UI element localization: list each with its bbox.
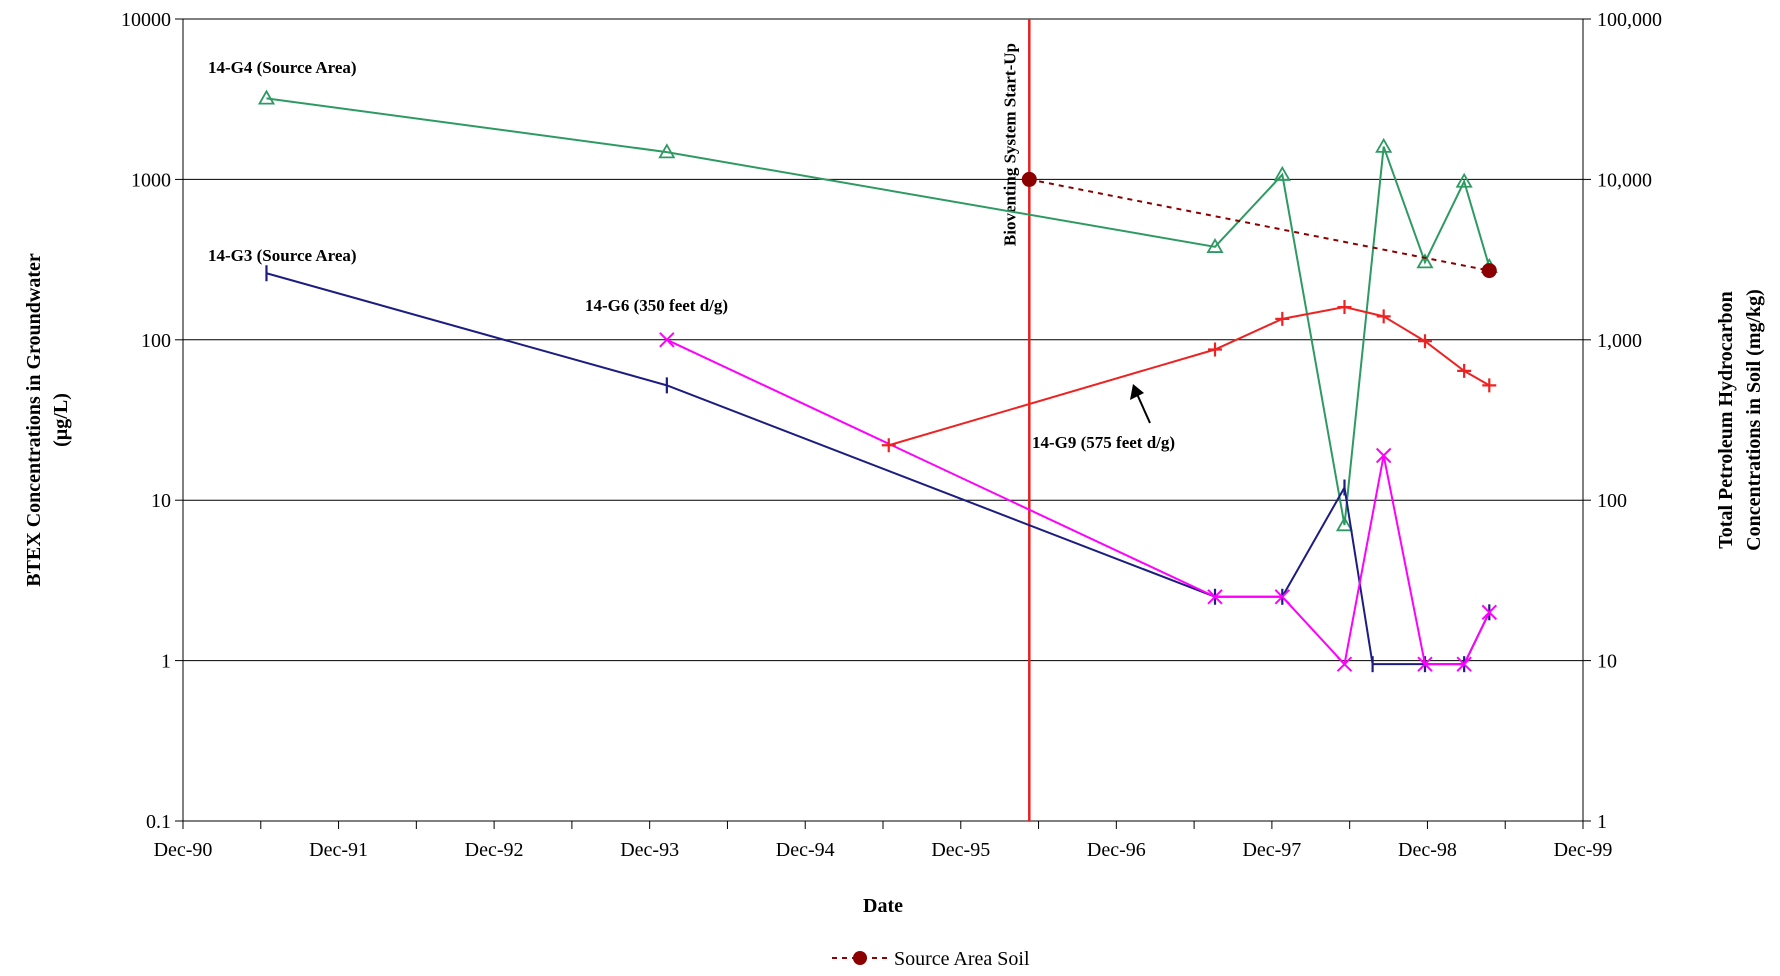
data-point-plus [1208,342,1222,357]
data-point-x [1417,656,1433,672]
data-point-triangle [1455,172,1473,188]
x-tick-label: Dec-98 [1398,839,1457,861]
label-layer: 14-G4 (Source Area) 14-G3 (Source Area) 14… [208,58,1175,452]
series-14-g6-350-feet-d-g- [659,332,1498,672]
data-point-plus [1337,300,1352,315]
data-point-triangle [257,89,276,105]
data-point-x [1274,589,1291,605]
series-14-g4-source-area- [257,89,1498,532]
label-14-g9: 14-G9 (575 feet d/g) [1032,433,1175,452]
right-tick-label: 100,000 [1597,9,1662,31]
y-left-axis-title-line1: BTEX Concentrations in Groundwater [23,253,45,587]
data-point-plus [1376,309,1391,324]
legend: Source Area Soil [832,948,1030,970]
left-tick-label: 100 [141,330,171,352]
y-right-axis-title-line2: Concentrations in Soil (mg/kg) [1743,289,1765,551]
data-point-triangle [1416,253,1434,269]
left-tick-label: 10 [151,490,171,512]
left-tick-label: 0.1 [146,811,171,833]
data-point-triangle [658,143,676,159]
left-tick-label: 10000 [121,9,171,31]
data-point-x [1207,589,1223,605]
data-point-plus [881,438,896,453]
data-point-plus [1417,334,1432,349]
grid-layer [183,178,1583,662]
left-tick-label: 1000 [131,169,171,191]
data-point-triangle [1375,137,1393,153]
series-line [666,338,1491,667]
series-source-area-soil [1021,171,1497,279]
bioventing-startup-label: Bioventing System Start-Up [1000,43,1019,246]
axis-layer: 0.1 1 1 10 10 100 100 1,000 1000 10,000 10000 100,0… [23,9,1765,917]
data-point-x [1481,604,1498,621]
x-tick-label: Dec-99 [1554,839,1613,861]
legend-label: Source Area Soil [894,948,1030,970]
x-tick-label: Dec-91 [309,839,368,861]
right-tick-label: 10,000 [1597,169,1652,191]
label-14-g3: 14-G3 (Source Area) [208,246,357,265]
right-tick-label: 1,000 [1597,330,1642,352]
x-tick-label: Dec-90 [154,839,213,861]
series-layer [257,89,1498,673]
label-14-g9-arrowhead [1130,384,1144,400]
label-14-g6: 14-G6 (350 feet d/g) [585,296,728,315]
x-axis-title: Date [863,895,903,917]
data-point-x [1456,656,1472,672]
data-point-plus [1275,311,1290,326]
right-tick-label: 10 [1597,651,1617,673]
data-point-dot [1021,171,1037,187]
x-tick-label: Dec-93 [620,839,679,861]
x-tick-label: Dec-96 [1087,839,1146,861]
x-tick-label: Dec-92 [465,839,524,861]
right-tick-label: 100 [1597,490,1627,512]
data-point-triangle [1206,237,1224,253]
series-14-g9-575-feet-d-g- [881,300,1497,453]
series-line [888,306,1490,447]
right-tick-label: 1 [1597,811,1607,833]
x-tick-label: Dec-94 [776,839,835,861]
series-line [1029,178,1490,272]
data-point-triangle [1335,516,1354,532]
y-left-axis-title-line2: (µg/L) [50,393,72,447]
legend-marker [853,951,867,965]
left-tick-label: 1 [161,651,171,673]
data-point-dot [1481,263,1497,279]
x-tick-label: Dec-97 [1242,839,1301,861]
label-14-g4: 14-G4 (Source Area) [208,58,357,77]
data-point-x [1375,447,1392,464]
x-tick-label: Dec-95 [931,839,990,861]
series-line [266,97,1491,526]
label-14-g9-arrow [1136,393,1151,424]
series-14-g3-source-area- [265,265,1491,673]
data-point-x [1336,656,1353,672]
data-point-plus [1457,363,1472,378]
event-layer: Bioventing System Start-Up [1000,19,1031,821]
data-point-triangle [1273,165,1291,181]
data-point-x [659,332,675,348]
data-point-plus [1482,378,1497,393]
series-line [266,272,1491,666]
y-right-axis-title-line1: Total Petroleum Hydrocarbon [1715,291,1737,548]
